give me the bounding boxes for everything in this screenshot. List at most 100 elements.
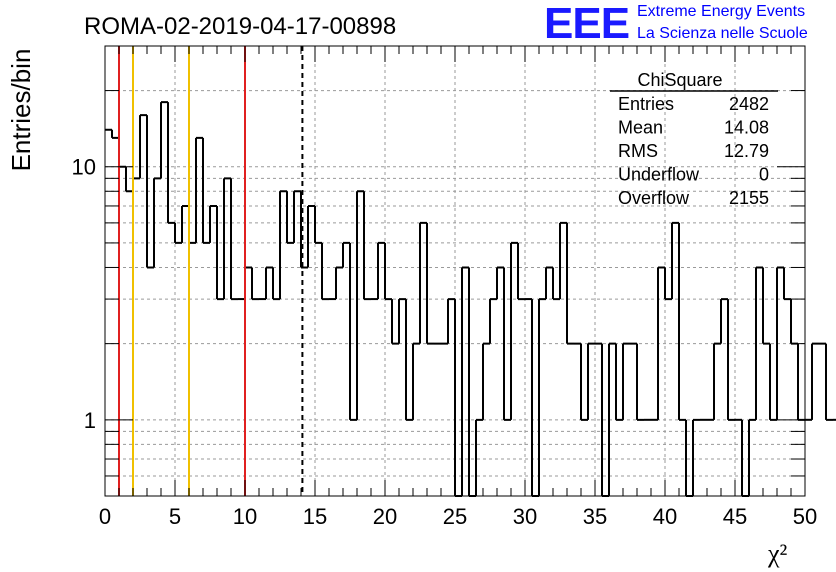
- histogram-bin: [195, 136, 203, 243]
- histogram-bin: [482, 342, 490, 420]
- x-tick-label: 50: [793, 504, 817, 529]
- stats-label: RMS: [618, 141, 658, 161]
- logo-line-2: La Scienza nelle Scuole: [637, 25, 808, 42]
- y-tick-label: 1: [84, 408, 96, 433]
- histogram-bin: [223, 177, 231, 300]
- axis-ticks: 0 5 10 15 20 25 30 35 40 45 50 1 10: [72, 45, 817, 529]
- histogram-bin: [713, 342, 721, 420]
- stats-value: 2155: [729, 188, 769, 208]
- histogram-bin: [559, 221, 567, 300]
- stats-label: Overflow: [618, 188, 690, 208]
- histogram-bin: [748, 418, 756, 496]
- histogram-bin: [160, 101, 168, 179]
- histogram-bin: [265, 266, 273, 300]
- logo-line-1: Extreme Energy Events: [637, 3, 806, 20]
- histogram-bin: [202, 137, 210, 244]
- histogram-bin: [475, 418, 483, 496]
- y-tick-label: 10: [72, 155, 96, 180]
- histogram-bin: [503, 267, 511, 421]
- histogram-bin: [580, 343, 588, 421]
- histogram-bin: [454, 299, 462, 497]
- histogram-bin: [314, 205, 322, 244]
- histogram-bin: [783, 267, 791, 301]
- histogram-bin: [419, 221, 427, 344]
- histogram-bin: [671, 221, 679, 300]
- x-tick-label: 10: [233, 504, 257, 529]
- histogram-bin: [181, 204, 189, 243]
- x-tick-label: 20: [373, 504, 397, 529]
- histogram-bin: [293, 190, 301, 243]
- histogram-bin: [755, 266, 763, 420]
- histogram-bin: [552, 267, 560, 301]
- histogram-bin: [153, 177, 161, 268]
- histogram-bin: [636, 343, 644, 421]
- histogram-bin: [349, 242, 357, 421]
- histogram-bin: [111, 129, 119, 139]
- histogram-bin: [321, 242, 329, 301]
- histogram-bin: [608, 342, 616, 496]
- histogram-bin: [615, 343, 623, 421]
- eee-logo: EEE Extreme Energy Events La Scienza nel…: [544, 2, 836, 46]
- histogram-bin: [762, 267, 770, 345]
- x-tick-label: 5: [169, 504, 181, 529]
- y-axis-label: Entries/bin: [6, 49, 36, 172]
- histogram-bin: [622, 342, 630, 420]
- histogram-bin: [251, 267, 259, 301]
- stats-box: ChiSquare Entries 2482 Mean 14.08 RMS 12.79 Un…: [610, 70, 778, 208]
- histogram-bin: [545, 266, 553, 300]
- x-axis-label: χ²: [767, 539, 788, 568]
- stats-title: ChiSquare: [637, 70, 722, 90]
- histogram-bin: [769, 343, 777, 421]
- stats-label: Mean: [618, 118, 663, 138]
- histogram-bin: [531, 299, 539, 497]
- marker-lines: [118, 46, 304, 496]
- histogram-bin: [461, 266, 469, 496]
- histogram-bin: [279, 190, 287, 300]
- histogram-bin: [286, 191, 294, 244]
- histogram-bin: [146, 115, 154, 269]
- histogram-bin: [447, 298, 455, 344]
- stats-value: 2482: [729, 94, 769, 114]
- histogram-bin: [132, 177, 140, 192]
- eee-logo-mark: EEE: [544, 0, 630, 48]
- histogram-bin: [426, 222, 434, 345]
- stats-label: Entries: [618, 94, 674, 114]
- histogram-bin: [118, 137, 126, 168]
- histogram-bin: [307, 204, 315, 268]
- x-tick-label: 45: [723, 504, 747, 529]
- x-tick-label: 25: [443, 504, 467, 529]
- histogram-bin: [657, 266, 665, 420]
- histogram-bin: [692, 418, 700, 496]
- stats-value: 14.08: [724, 118, 769, 138]
- stats-value: 12.79: [724, 141, 769, 161]
- histogram-bin: [209, 204, 217, 243]
- histogram-bin: [468, 267, 476, 497]
- histogram-bin: [139, 114, 147, 179]
- chart-title: ROMA-02-2019-04-17-00898: [84, 13, 396, 40]
- x-tick-label: 30: [513, 504, 537, 529]
- x-tick-label: 15: [303, 504, 327, 529]
- histogram-bin: [790, 299, 798, 345]
- histogram-bin: [384, 242, 392, 301]
- histogram-bin: [776, 266, 784, 420]
- histogram-bin: [342, 241, 350, 268]
- histogram-bin: [517, 242, 525, 301]
- stats-label: Underflow: [618, 165, 700, 185]
- histogram-bin: [244, 266, 252, 300]
- histogram-bin: [356, 190, 364, 420]
- histogram-bin: [587, 342, 595, 420]
- histogram-bin: [405, 299, 413, 421]
- histogram-bin: [230, 178, 238, 301]
- histogram-bin: [678, 222, 686, 421]
- x-tick-label: 40: [653, 504, 677, 529]
- histogram-bin: [300, 191, 308, 269]
- histogram-bin: [125, 166, 133, 193]
- stats-value: 0: [759, 165, 769, 185]
- histogram-bin: [566, 222, 574, 345]
- histogram-bin: [363, 191, 371, 301]
- histogram-bin: [412, 342, 420, 420]
- histogram-bin: [811, 342, 819, 420]
- histogram-bin: [664, 267, 672, 301]
- histogram-bin: [167, 102, 175, 224]
